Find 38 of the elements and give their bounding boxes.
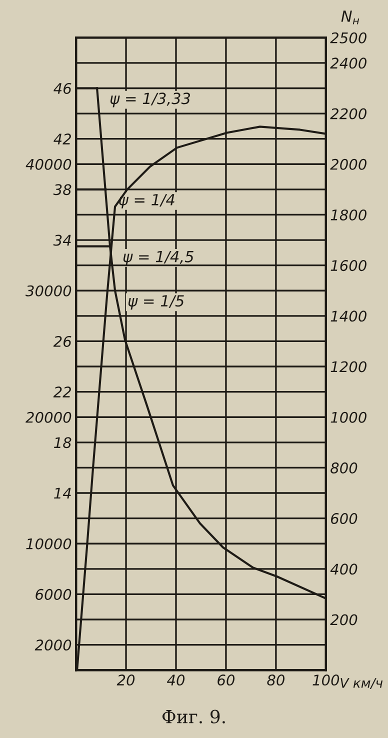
annotation: ψ = 1/3,33 (110, 92, 190, 108)
x-tick-label: 80 (267, 674, 284, 686)
annotation: ψ = 1/4,5 (123, 250, 194, 266)
y-tick-label: 42 (54, 134, 71, 144)
y3-tick-label: 10000 (26, 538, 72, 550)
y3-tick-label: 20000 (26, 412, 72, 423)
y-tick-label: 22 (53, 386, 71, 398)
y-tick-label: 46 (54, 82, 72, 94)
y2-tick-label: 200 (330, 614, 358, 626)
y3-tick-label: 30000 (26, 285, 72, 296)
y2-tick-label: 1200 (330, 361, 366, 372)
y2-tick-label: 1400 (330, 310, 366, 322)
y2-tick-label: 600 (331, 513, 358, 524)
y-tick-label: 18 (54, 437, 72, 448)
y2-tick-label: 1800 (330, 209, 366, 220)
x-tick-label: 60 (218, 674, 235, 686)
y2-tick-label: 800 (330, 462, 358, 474)
y-tick-label: 34 (53, 234, 71, 246)
annotation: ψ = 1/5 (128, 295, 184, 310)
y2-tick-label: 1600 (330, 260, 366, 272)
y-tick-label: 38 (53, 184, 72, 196)
y2-axis-title: N$_{н}$ (341, 10, 360, 24)
y3-tick-label: 40000 (26, 158, 72, 170)
y2-tick-label: 400 (330, 564, 358, 575)
y2-tick-label: 2000 (330, 158, 366, 170)
text: Фиг. 9. (162, 710, 225, 724)
y3-tick-label: 6000 (36, 588, 72, 600)
x-axis-title: V км/ч (340, 678, 383, 689)
y2-tick-label: 1000 (330, 412, 366, 423)
y3-tick-label: 2000 (34, 640, 72, 651)
y2-tick-label: 2400 (330, 58, 366, 69)
x-tick-label: 20 (116, 674, 135, 686)
y2-tick-label: 2500 (330, 32, 366, 44)
y2-tick-label: 2200 (330, 108, 366, 120)
y-tick-label: 14 (54, 488, 71, 499)
x-tick-label: 40 (166, 674, 185, 686)
x-tick-label: 100 (312, 674, 340, 686)
y-tick-label: 26 (53, 336, 72, 347)
